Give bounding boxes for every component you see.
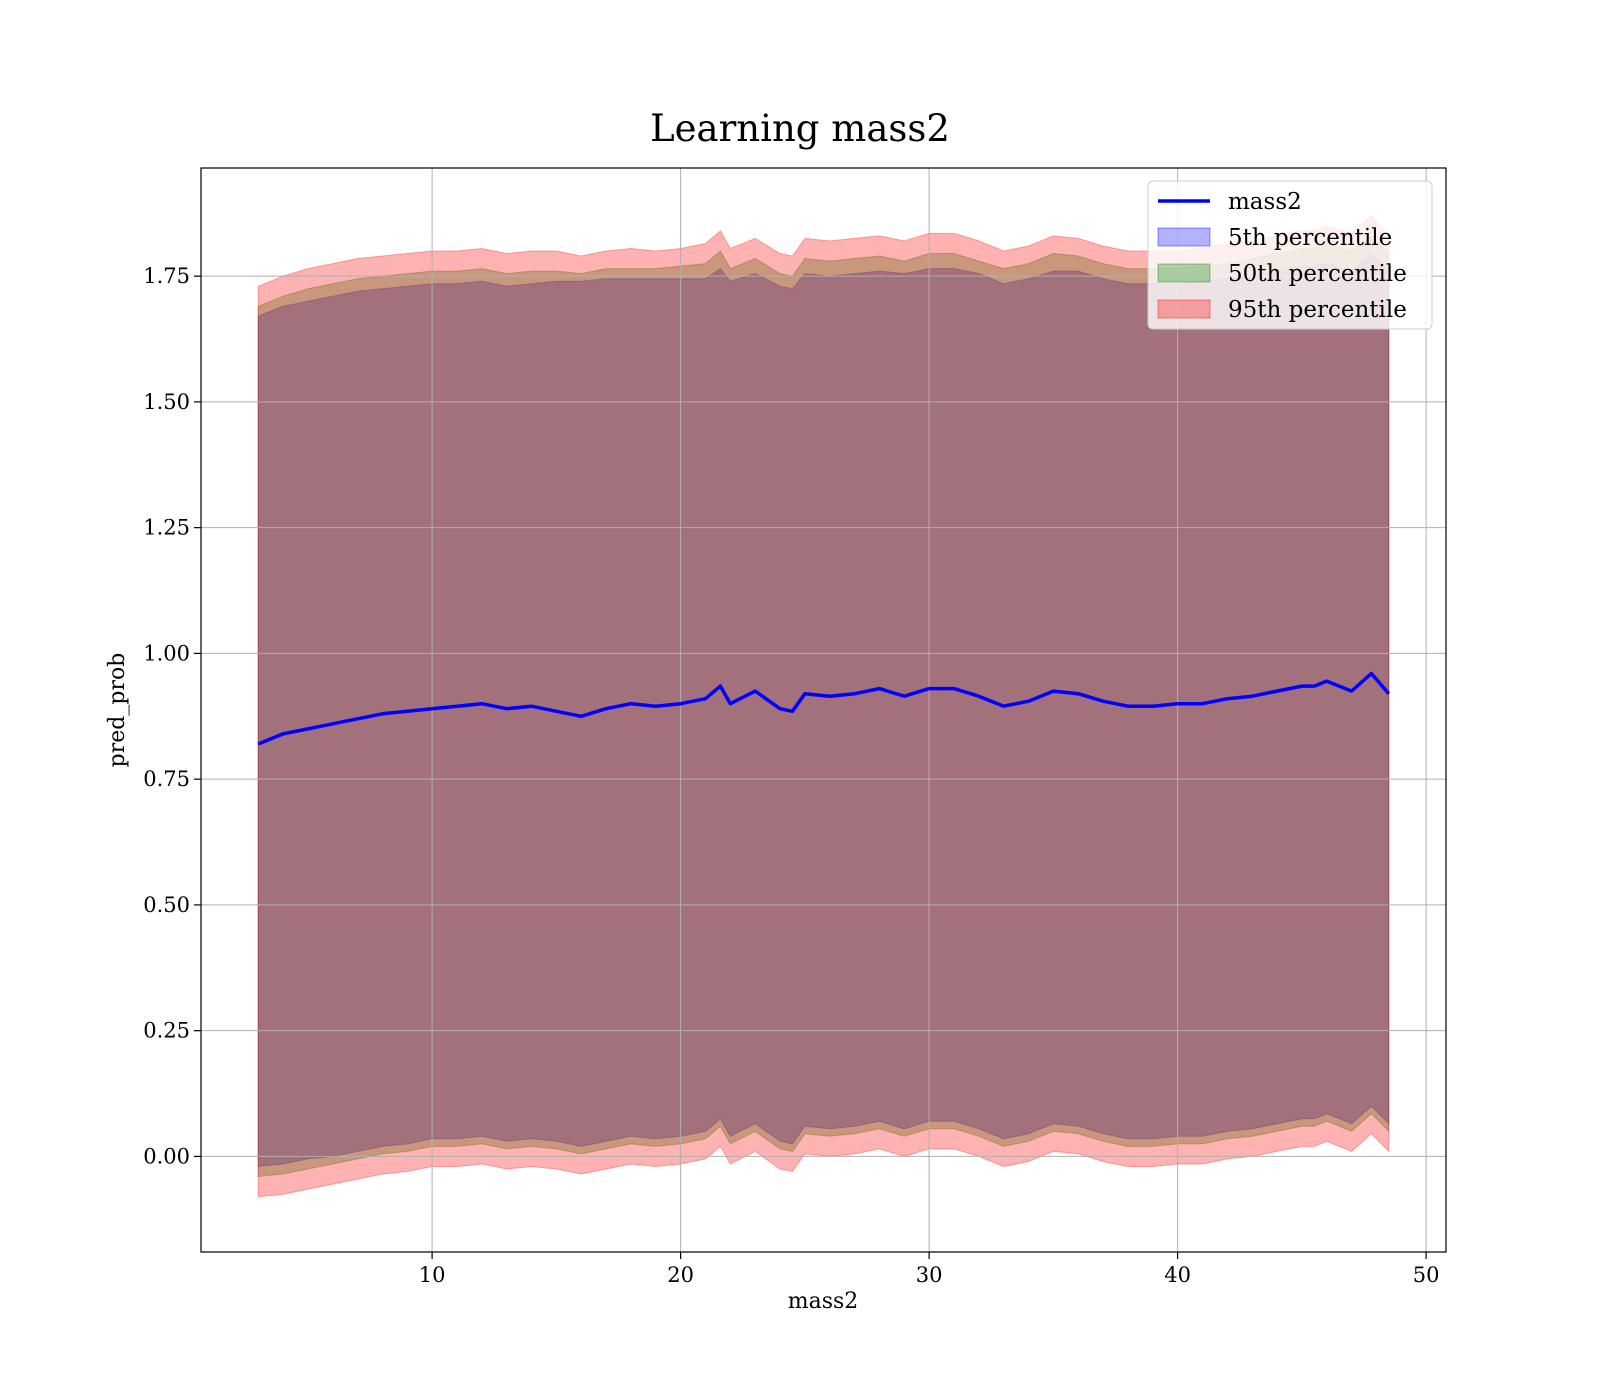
y-tick-label: 1.00 [143,641,190,665]
y-axis-ticks: 0.00 0.25 0.50 0.75 1.00 1.25 1.50 1.75 [143,264,201,1168]
x-tick-label: 10 [419,1263,446,1287]
plot-frame [200,167,1447,1253]
legend-swatch [1157,227,1211,247]
legend-entry-label: 95th percentile [1228,297,1407,323]
legend-entry-label: 5th percentile [1228,225,1392,251]
y-tick-label: 0.25 [143,1019,190,1043]
band-50th-percentile [257,235,1390,1178]
y-tick-label: 1.25 [143,516,190,540]
plot-lines [257,671,1391,746]
x-tick-label: 50 [1413,1263,1440,1287]
x-tick-label: 20 [667,1263,694,1287]
legend-swatch [1157,299,1211,319]
y-tick-label: 0.75 [143,767,190,791]
chart-legend: mass2 5th percentile 50th percentile 95th p… [1147,180,1433,330]
legend-entry-label: 50th percentile [1228,261,1407,287]
legend-box [1147,180,1433,330]
chart-title: Learning mass2 [650,107,950,150]
legend-entry-label: mass2 [1228,189,1302,215]
plot-grid [201,168,1446,1252]
x-axis-ticks: 10 20 30 40 50 [419,1252,1440,1287]
x-tick-label: 40 [1164,1263,1191,1287]
y-tick-label: 1.50 [143,390,190,414]
y-tick-label: 0.00 [143,1144,190,1168]
x-axis-label: mass2 [788,1289,859,1314]
legend-swatch [1157,263,1211,283]
y-tick-label: 1.75 [143,264,190,288]
series-line-mass2 [257,671,1391,746]
y-axis-label: pred_prob [105,653,130,768]
plot-bands [257,215,1390,1198]
x-tick-label: 30 [916,1263,943,1287]
band-5th-percentile [257,252,1390,1168]
y-tick-label: 0.50 [143,893,190,917]
band-95th-percentile [257,215,1390,1198]
